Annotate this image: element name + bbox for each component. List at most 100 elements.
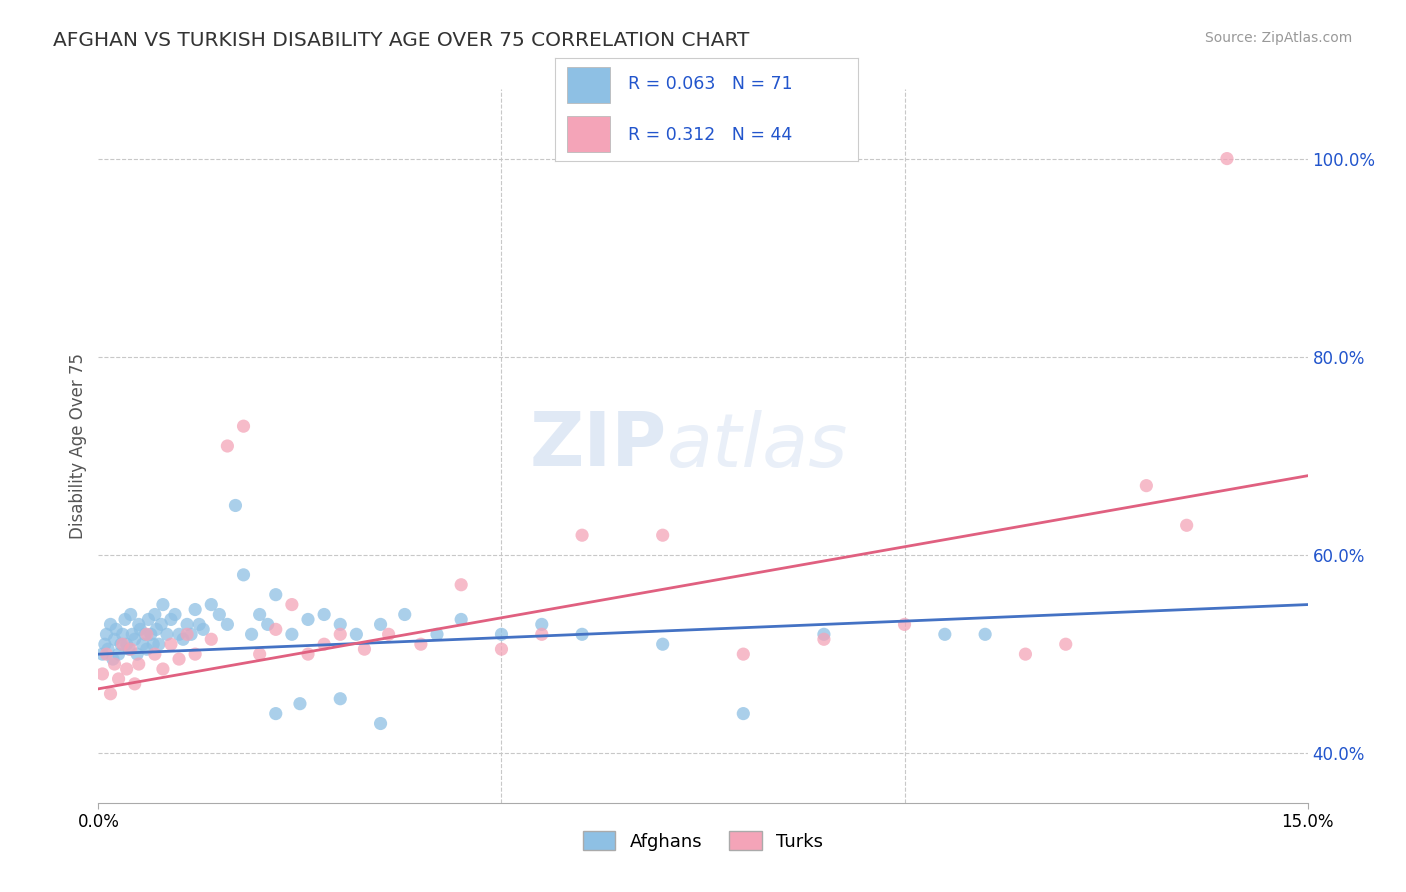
- Point: [733, 647, 755, 661]
- Point: [148, 637, 170, 651]
- Point: [188, 617, 211, 632]
- Point: [1135, 478, 1157, 492]
- Point: [142, 637, 165, 651]
- Point: [224, 499, 246, 513]
- Point: [128, 657, 150, 671]
- Point: [329, 627, 352, 641]
- Point: [115, 662, 138, 676]
- Point: [110, 637, 132, 651]
- Point: [651, 528, 673, 542]
- Point: [128, 617, 150, 632]
- Point: [409, 637, 432, 651]
- Point: [934, 627, 956, 641]
- Point: [145, 623, 167, 637]
- Point: [160, 612, 183, 626]
- Point: [120, 607, 142, 622]
- Text: atlas: atlas: [666, 410, 848, 482]
- Point: [118, 642, 141, 657]
- Point: [450, 578, 472, 592]
- Point: [107, 672, 129, 686]
- Point: [120, 642, 142, 657]
- Point: [107, 647, 129, 661]
- Point: [139, 627, 162, 641]
- Point: [135, 627, 157, 641]
- Point: [217, 439, 239, 453]
- Point: [530, 617, 553, 632]
- Point: [281, 627, 304, 641]
- Point: [143, 647, 166, 661]
- Point: [256, 617, 278, 632]
- Point: [329, 691, 352, 706]
- Point: [121, 627, 143, 641]
- Point: [264, 588, 287, 602]
- Point: [100, 687, 122, 701]
- Point: [97, 642, 120, 657]
- Point: [297, 612, 319, 626]
- Point: [1256, 846, 1278, 860]
- Point: [974, 805, 997, 820]
- Point: [100, 617, 122, 632]
- Point: [530, 627, 553, 641]
- Point: [232, 567, 254, 582]
- Point: [91, 647, 114, 661]
- Point: [314, 637, 336, 651]
- Point: [571, 528, 593, 542]
- Point: [1216, 152, 1239, 166]
- Point: [893, 617, 915, 632]
- Point: [1014, 647, 1036, 661]
- Point: [813, 627, 835, 641]
- Point: [314, 607, 336, 622]
- Point: [134, 627, 156, 641]
- Point: [353, 642, 375, 657]
- Text: R = 0.312   N = 44: R = 0.312 N = 44: [628, 126, 792, 144]
- Point: [94, 637, 117, 651]
- Point: [491, 627, 513, 641]
- Point: [394, 607, 416, 622]
- Point: [96, 627, 118, 641]
- Text: R = 0.063   N = 71: R = 0.063 N = 71: [628, 75, 793, 93]
- Point: [111, 627, 134, 641]
- Point: [651, 637, 673, 651]
- Point: [111, 637, 134, 651]
- Point: [143, 607, 166, 622]
- Point: [167, 627, 190, 641]
- Point: [733, 706, 755, 721]
- Point: [138, 612, 160, 626]
- Point: [217, 617, 239, 632]
- Point: [176, 627, 198, 641]
- Point: [135, 642, 157, 657]
- Point: [370, 617, 392, 632]
- Point: [264, 623, 287, 637]
- Text: Source: ZipAtlas.com: Source: ZipAtlas.com: [1205, 31, 1353, 45]
- Point: [152, 662, 174, 676]
- Legend: Afghans, Turks: Afghans, Turks: [575, 824, 831, 858]
- Point: [281, 598, 304, 612]
- Y-axis label: Disability Age Over 75: Disability Age Over 75: [69, 353, 87, 539]
- Point: [450, 612, 472, 626]
- Point: [184, 602, 207, 616]
- Point: [101, 652, 124, 666]
- Point: [232, 419, 254, 434]
- Point: [160, 637, 183, 651]
- Point: [124, 677, 146, 691]
- Point: [124, 632, 146, 647]
- Point: [571, 627, 593, 641]
- Point: [184, 647, 207, 661]
- Point: [426, 627, 449, 641]
- Point: [344, 627, 367, 641]
- Point: [297, 647, 319, 661]
- Point: [180, 627, 202, 641]
- Point: [167, 652, 190, 666]
- Point: [103, 657, 125, 671]
- Point: [152, 598, 174, 612]
- Point: [208, 607, 231, 622]
- Point: [163, 607, 186, 622]
- Point: [370, 716, 392, 731]
- Point: [249, 607, 271, 622]
- Point: [193, 623, 215, 637]
- Point: [129, 623, 152, 637]
- Point: [813, 632, 835, 647]
- Text: AFGHAN VS TURKISH DISABILITY AGE OVER 75 CORRELATION CHART: AFGHAN VS TURKISH DISABILITY AGE OVER 75…: [53, 31, 749, 50]
- Point: [91, 667, 114, 681]
- Point: [249, 647, 271, 661]
